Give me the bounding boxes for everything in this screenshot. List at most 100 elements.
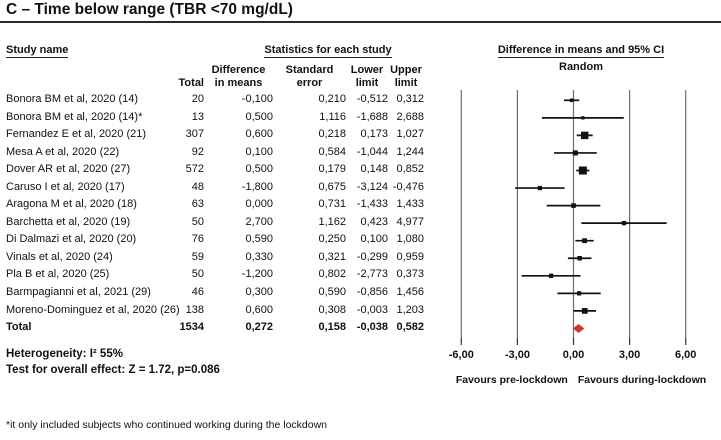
total-row: Total 1534 0,272 0,158 -0,038 0,582: [6, 319, 424, 337]
effect-square: [621, 220, 627, 226]
se-cell: 0,590: [318, 286, 346, 299]
diff-cell: 0,600: [245, 128, 273, 141]
total-cell: 307: [185, 128, 204, 141]
lower-cell: -0,299: [356, 250, 388, 263]
title-divider: [0, 21, 721, 23]
axis-tick-label: 6,00: [675, 349, 696, 361]
effect-square: [581, 308, 588, 314]
total-cell: 48: [191, 180, 204, 193]
upper-cell: 1,203: [396, 303, 424, 316]
upper-cell: 1,456: [396, 286, 424, 299]
lower-cell: -2,773: [356, 268, 388, 281]
study-name-cell: Dover AR et al, 2020 (27): [6, 163, 131, 176]
effect-square: [576, 291, 582, 296]
total-cell: 13: [191, 110, 204, 123]
footnote: *it only included subjects who continued…: [6, 419, 328, 431]
study-row: Mesa A et al, 2020 (22) 92 0,100 0,584 -1,04…: [6, 144, 424, 162]
study-name-cell: Fernandez E et al, 2020 (21): [6, 128, 147, 141]
total-cell: 572: [185, 163, 204, 176]
study-row: Bonora BM et al, 2020 (14)* 13 0,500 1,116-…: [6, 109, 424, 127]
effect-square: [581, 116, 585, 120]
study-name-header-label: Study name: [6, 44, 69, 58]
ci-group-header: Difference in means and 95% CI: [448, 44, 714, 58]
effect-square: [578, 166, 587, 175]
effect-square: [582, 238, 587, 244]
col-header-difference-in-means: Difference in means: [211, 64, 266, 89]
total-cell: 76: [191, 233, 204, 246]
model-label: Random: [559, 61, 603, 73]
se-cell: 0,210: [318, 93, 346, 105]
study-row: Di Dalmazi et al, 2020 (20) 76 0,590 0,250 0…: [6, 231, 424, 249]
total-cell: 1534: [179, 321, 204, 334]
upper-cell: 0,852: [396, 163, 424, 176]
se-cell: 1,162: [318, 215, 346, 228]
se-cell: 0,802: [318, 268, 346, 281]
total-cell: 46: [191, 286, 204, 299]
study-name-cell: Aragona M et al, 2020 (18): [6, 198, 137, 211]
upper-cell: 0,582: [396, 321, 424, 334]
overall-effect-text: Test for overall effect: Z = 1.72, p=0.0…: [6, 364, 220, 376]
lower-cell: -1,044: [356, 145, 388, 158]
favours-pre-label: Favours pre-lockdown: [455, 374, 568, 386]
forest-plot: -6,00 -3,00 0,00 3,00 6,00: [449, 90, 696, 361]
stats-column-headers: Total Difference in means Standard error…: [6, 58, 424, 90]
se-cell: 0,250: [318, 233, 346, 246]
effect-square: [548, 273, 554, 278]
upper-cell: 0,312: [396, 93, 424, 105]
study-name-cell: Barmpagianni et al, 2021 (29): [6, 286, 151, 299]
se-cell: 0,321: [318, 250, 346, 263]
diff-cell: 0,590: [245, 233, 273, 246]
study-name-cell: Vinals et al, 2020 (24): [6, 250, 113, 263]
upper-cell: 2,688: [396, 110, 424, 123]
study-row: Barmpagianni et al, 2021 (29) 46 0,300 0,59…: [6, 284, 424, 302]
heterogeneity-text: Heterogeneity: I² 55%: [6, 348, 123, 360]
diff-cell: 0,300: [245, 286, 273, 299]
effect-square: [569, 98, 574, 103]
upper-cell: 1,027: [396, 128, 424, 141]
study-row: Vinals et al, 2020 (24) 59 0,330 0,321 -0,29…: [6, 249, 424, 267]
diff-cell: 2,700: [245, 215, 273, 228]
diff-cell: 0,500: [245, 163, 273, 176]
total-cell: 50: [191, 268, 204, 281]
study-name-cell: Di Dalmazi et al, 2020 (20): [6, 233, 137, 246]
study-name-cell: Mesa A et al, 2020 (22): [6, 145, 120, 158]
favours-during-label: Favours during-lockdown: [577, 374, 707, 386]
study-row: Moreno-Dominguez et al, 2020 (26) 138 0,60…: [6, 302, 424, 320]
total-cell: 20: [191, 93, 204, 105]
total-cell: 138: [185, 303, 204, 316]
axis-tick-label: 3,00: [619, 349, 640, 361]
total-cell: 59: [191, 250, 204, 263]
study-row: Fernandez E et al, 2020 (21) 307 0,600 0,21…: [6, 126, 424, 144]
ci-group-header-label: Difference in means and 95% CI: [497, 44, 665, 58]
lower-cell: -3,124: [356, 180, 388, 193]
diff-cell: 0,000: [245, 198, 273, 211]
se-cell: 0,308: [318, 303, 346, 316]
upper-cell: 4,977: [396, 215, 424, 228]
axis-tick-label: -3,00: [505, 349, 530, 361]
total-cell: 50: [191, 215, 204, 228]
diff-cell: 0,600: [245, 303, 273, 316]
stats-group-header-label: Statistics for each study: [264, 44, 392, 58]
study-row: Dover AR et al, 2020 (27) 572 0,500 0,179 0,…: [6, 161, 424, 179]
upper-cell: 1,244: [396, 145, 424, 158]
study-name-cell: Bonora BM et al, 2020 (14)*: [6, 110, 143, 123]
axis-tick-label: 0,00: [563, 349, 584, 361]
total-cell: 63: [191, 198, 204, 211]
se-cell: 0,158: [318, 321, 346, 334]
diff-cell: 0,500: [245, 110, 273, 123]
diff-cell: -1,800: [241, 180, 273, 193]
effect-square: [572, 150, 578, 156]
lower-cell: 0,148: [360, 163, 388, 176]
diff-cell: 0,272: [245, 321, 273, 334]
upper-cell: -0,476: [392, 180, 424, 193]
summary-stats: Heterogeneity: I² 55% Test for overall e…: [6, 346, 220, 378]
lower-cell: -1,433: [356, 198, 388, 211]
total-cell: 92: [191, 145, 204, 158]
se-cell: 1,116: [319, 110, 346, 123]
effect-square: [571, 203, 576, 208]
se-cell: 0,731: [318, 198, 346, 211]
lower-cell: -0,003: [356, 303, 388, 316]
col-header-total: Total: [178, 77, 204, 89]
effect-square: [537, 185, 542, 191]
